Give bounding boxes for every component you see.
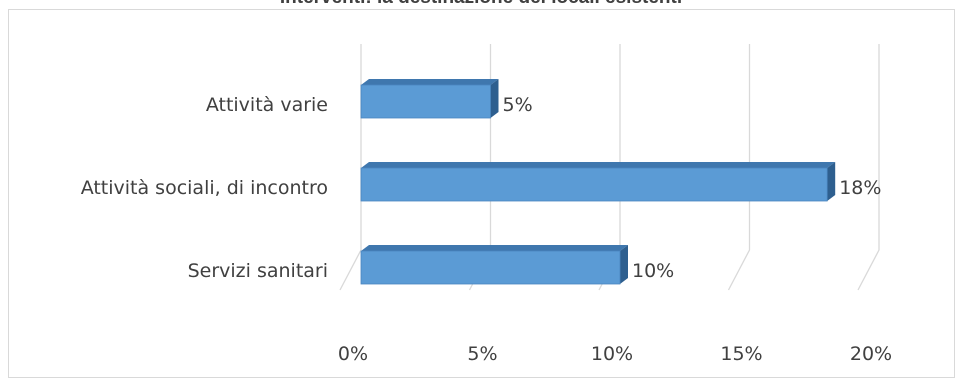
labels: 0% 5% 10% 15% 20% 5% Attività varie 18% Attività… <box>81 94 892 365</box>
x-tick-label: 20% <box>850 343 892 365</box>
chart-title: Interventi: la destinazione dei locali e… <box>0 0 962 9</box>
bars <box>360 79 836 285</box>
bar <box>360 162 836 202</box>
data-label: 18% <box>839 177 881 199</box>
category-label: Servizi sanitari <box>188 260 328 282</box>
bar <box>360 245 628 285</box>
gridline <box>339 44 362 291</box>
category-label: Attività sociali, di incontro <box>81 177 328 199</box>
category-label: Attività varie <box>206 94 328 116</box>
data-label: 10% <box>632 260 674 282</box>
x-tick-label: 10% <box>591 343 633 365</box>
bar <box>360 79 499 119</box>
x-tick-label: 15% <box>720 343 762 365</box>
gridline <box>857 44 880 291</box>
x-tick-label: 5% <box>467 343 497 365</box>
gridline <box>727 44 751 291</box>
data-label: 5% <box>503 94 533 116</box>
x-tick-label: 0% <box>338 343 368 365</box>
